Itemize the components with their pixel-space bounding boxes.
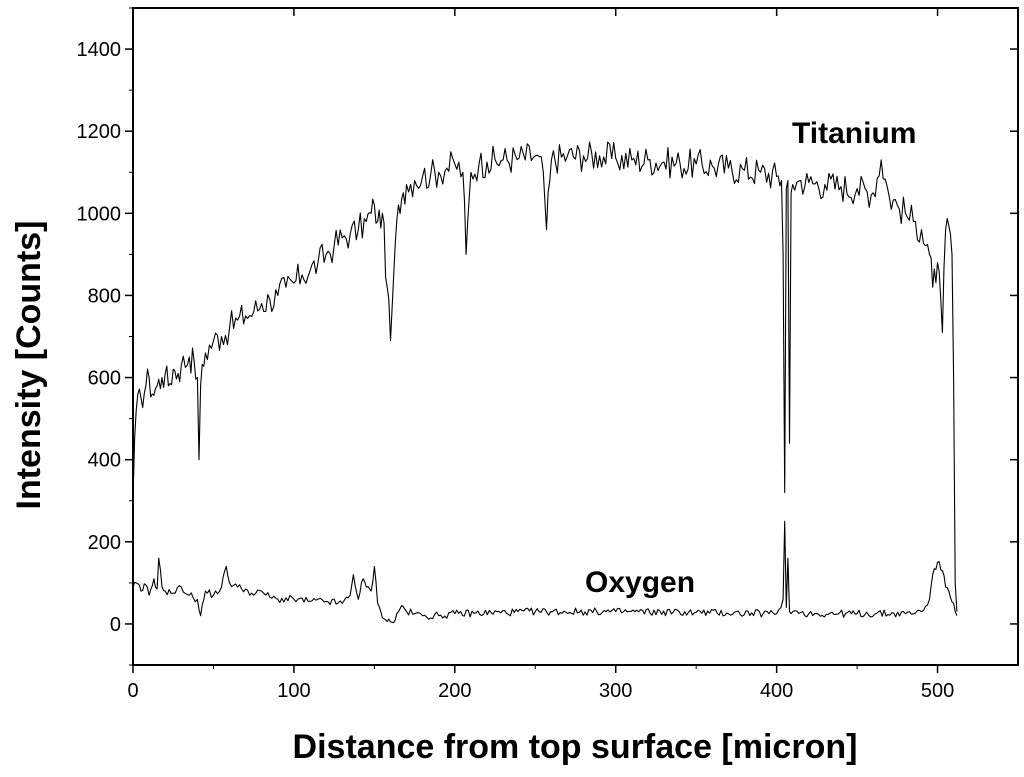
x-tick-label: 400 [760, 680, 793, 702]
y-tick-label: 200 [88, 532, 121, 554]
x-tick-label: 100 [277, 680, 310, 702]
y-tick-label: 1400 [77, 39, 122, 61]
x-tick-label: 500 [921, 680, 954, 702]
y-tick-label: 1000 [77, 203, 122, 225]
y-tick-label: 600 [88, 368, 121, 390]
series-group [132, 141, 958, 624]
y-tick-label: 800 [88, 285, 121, 307]
series-label-titanium: Titanium [792, 117, 916, 150]
x-tick-label: 0 [127, 680, 138, 702]
x-axis-title: Distance from top surface [micron] [293, 728, 858, 766]
y-axis-title: Intensity [Counts] [10, 221, 48, 510]
series-label-oxygen: Oxygen [585, 566, 695, 599]
x-tick-label: 200 [438, 680, 471, 702]
y-tick-label: 0 [110, 614, 121, 636]
y-tick-label: 400 [88, 450, 121, 472]
y-tick-label: 1200 [77, 121, 122, 143]
plot-frame [132, 7, 1019, 666]
series-line-oxygen [132, 520, 958, 624]
x-tick-label: 300 [599, 680, 632, 702]
axis-ticks: 0 200 400 600 800 1000 1200 1400 0 100 200 300 400 50… [77, 7, 1018, 702]
series-line-titanium [132, 141, 958, 612]
